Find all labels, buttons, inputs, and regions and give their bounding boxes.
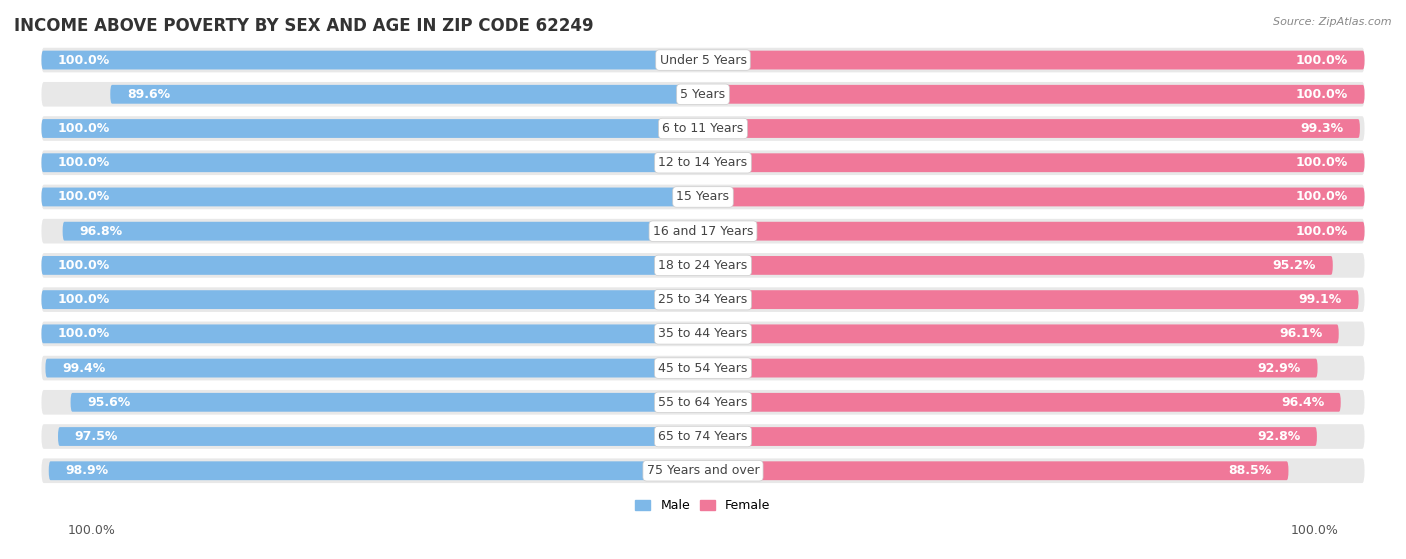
- Text: 100.0%: 100.0%: [58, 122, 110, 135]
- Text: 100.0%: 100.0%: [58, 156, 110, 169]
- FancyBboxPatch shape: [703, 324, 1339, 343]
- FancyBboxPatch shape: [703, 290, 1358, 309]
- FancyBboxPatch shape: [41, 390, 1365, 415]
- FancyBboxPatch shape: [41, 287, 1365, 312]
- Text: 99.1%: 99.1%: [1299, 293, 1343, 306]
- Text: 95.2%: 95.2%: [1272, 259, 1316, 272]
- Text: 100.0%: 100.0%: [58, 54, 110, 67]
- Text: 99.3%: 99.3%: [1301, 122, 1343, 135]
- FancyBboxPatch shape: [49, 461, 703, 480]
- Text: 65 to 74 Years: 65 to 74 Years: [658, 430, 748, 443]
- FancyBboxPatch shape: [41, 119, 703, 138]
- Text: 99.4%: 99.4%: [62, 362, 105, 375]
- Text: 88.5%: 88.5%: [1229, 465, 1272, 477]
- Text: 100.0%: 100.0%: [1296, 54, 1348, 67]
- Text: 15 Years: 15 Years: [676, 191, 730, 203]
- Text: 16 and 17 Years: 16 and 17 Years: [652, 225, 754, 238]
- FancyBboxPatch shape: [41, 321, 1365, 346]
- Text: Source: ZipAtlas.com: Source: ZipAtlas.com: [1274, 17, 1392, 27]
- Text: 35 to 44 Years: 35 to 44 Years: [658, 328, 748, 340]
- Text: 98.9%: 98.9%: [65, 465, 108, 477]
- Text: 97.5%: 97.5%: [75, 430, 118, 443]
- FancyBboxPatch shape: [41, 219, 1365, 244]
- FancyBboxPatch shape: [41, 82, 1365, 107]
- FancyBboxPatch shape: [703, 393, 1341, 412]
- FancyBboxPatch shape: [41, 290, 703, 309]
- Text: 100.0%: 100.0%: [1291, 524, 1339, 537]
- FancyBboxPatch shape: [703, 119, 1360, 138]
- Text: 12 to 14 Years: 12 to 14 Years: [658, 156, 748, 169]
- Text: 96.8%: 96.8%: [79, 225, 122, 238]
- FancyBboxPatch shape: [41, 458, 1365, 483]
- Text: 92.8%: 92.8%: [1257, 430, 1301, 443]
- Text: 100.0%: 100.0%: [58, 191, 110, 203]
- FancyBboxPatch shape: [110, 85, 703, 104]
- Text: Under 5 Years: Under 5 Years: [659, 54, 747, 67]
- FancyBboxPatch shape: [45, 359, 703, 377]
- Text: 89.6%: 89.6%: [127, 88, 170, 101]
- FancyBboxPatch shape: [41, 424, 1365, 449]
- FancyBboxPatch shape: [703, 188, 1365, 206]
- FancyBboxPatch shape: [41, 153, 703, 172]
- Text: 5 Years: 5 Years: [681, 88, 725, 101]
- FancyBboxPatch shape: [41, 256, 703, 275]
- Text: 96.1%: 96.1%: [1279, 328, 1322, 340]
- Text: 100.0%: 100.0%: [1296, 191, 1348, 203]
- Text: 100.0%: 100.0%: [1296, 88, 1348, 101]
- FancyBboxPatch shape: [41, 356, 1365, 381]
- FancyBboxPatch shape: [41, 324, 703, 343]
- Text: 100.0%: 100.0%: [58, 259, 110, 272]
- Text: 92.9%: 92.9%: [1258, 362, 1301, 375]
- FancyBboxPatch shape: [703, 461, 1288, 480]
- FancyBboxPatch shape: [703, 256, 1333, 275]
- FancyBboxPatch shape: [41, 48, 1365, 72]
- FancyBboxPatch shape: [703, 427, 1317, 446]
- FancyBboxPatch shape: [63, 222, 703, 240]
- FancyBboxPatch shape: [41, 184, 1365, 209]
- Text: 75 Years and over: 75 Years and over: [647, 465, 759, 477]
- Text: 96.4%: 96.4%: [1281, 396, 1324, 409]
- FancyBboxPatch shape: [703, 359, 1317, 377]
- Text: 100.0%: 100.0%: [58, 328, 110, 340]
- FancyBboxPatch shape: [703, 153, 1365, 172]
- Text: 95.6%: 95.6%: [87, 396, 131, 409]
- Text: 18 to 24 Years: 18 to 24 Years: [658, 259, 748, 272]
- Text: INCOME ABOVE POVERTY BY SEX AND AGE IN ZIP CODE 62249: INCOME ABOVE POVERTY BY SEX AND AGE IN Z…: [14, 17, 593, 35]
- Text: 100.0%: 100.0%: [1296, 156, 1348, 169]
- FancyBboxPatch shape: [41, 150, 1365, 175]
- FancyBboxPatch shape: [703, 85, 1365, 104]
- Legend: Male, Female: Male, Female: [630, 494, 776, 517]
- FancyBboxPatch shape: [41, 116, 1365, 141]
- Text: 100.0%: 100.0%: [67, 524, 115, 537]
- Text: 45 to 54 Years: 45 to 54 Years: [658, 362, 748, 375]
- FancyBboxPatch shape: [41, 51, 703, 69]
- Text: 100.0%: 100.0%: [1296, 225, 1348, 238]
- FancyBboxPatch shape: [703, 51, 1365, 69]
- FancyBboxPatch shape: [41, 188, 703, 206]
- Text: 6 to 11 Years: 6 to 11 Years: [662, 122, 744, 135]
- Text: 100.0%: 100.0%: [58, 293, 110, 306]
- FancyBboxPatch shape: [58, 427, 703, 446]
- FancyBboxPatch shape: [70, 393, 703, 412]
- Text: 25 to 34 Years: 25 to 34 Years: [658, 293, 748, 306]
- FancyBboxPatch shape: [703, 222, 1365, 240]
- Text: 55 to 64 Years: 55 to 64 Years: [658, 396, 748, 409]
- FancyBboxPatch shape: [41, 253, 1365, 278]
